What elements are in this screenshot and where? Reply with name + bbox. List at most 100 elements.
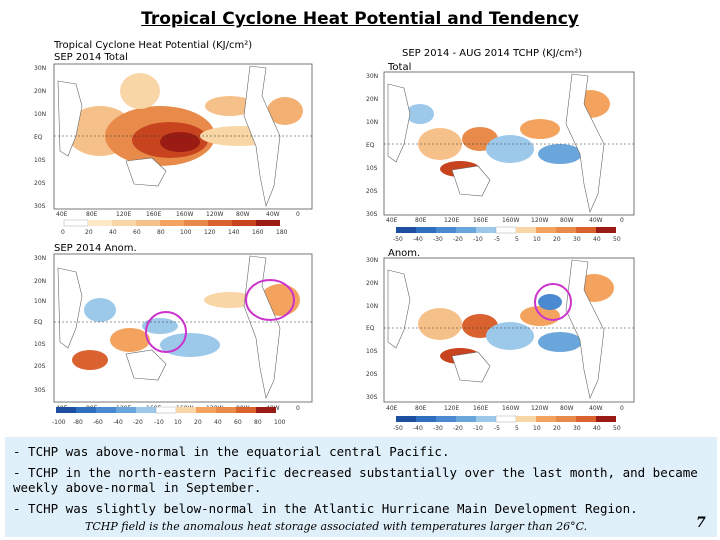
footnote: TCHP field is the anomalous heat storage… [85, 520, 588, 533]
note-3: - TCHP was slightly below-normal in the … [13, 501, 638, 516]
colorbar-label: -30 [433, 236, 443, 243]
colorbar-label: -20 [453, 236, 463, 243]
colorbar-label: -20 [453, 425, 463, 432]
panel-tendency-header: SEP 2014 - AUG 2014 TCHP (KJ/cm²) [402, 48, 582, 59]
colorbar-anom [56, 406, 276, 414]
lon-tick: 160W [176, 211, 193, 218]
panel-tendency: SEP 2014 - AUG 2014 TCHP (KJ/cm²) Total … [360, 44, 650, 246]
colorbar-label: -10 [473, 236, 483, 243]
highlight-circle-atlantic-mdr [534, 283, 572, 321]
colorbar-label: 40 [214, 419, 222, 426]
colorbar-label: 160 [252, 229, 264, 236]
lat-tick: 10N [366, 119, 378, 126]
note-1: - TCHP was above-normal in the equatoria… [13, 444, 450, 459]
lon-tick: 40E [386, 217, 398, 224]
panel-anom-tendency: Anom. 30N 20N 10N EQ 10S 20S 30S 40E 80E… [360, 244, 650, 436]
lat-tick: EQ [366, 325, 375, 332]
panel-tendency-subheader: Total [387, 62, 411, 73]
colorbar-label: 100 [274, 419, 286, 426]
colorbar-label: 10 [533, 425, 541, 432]
lat-tick: 30N [34, 65, 46, 72]
colorbar-label: -80 [73, 419, 83, 426]
lat-tick: EQ [34, 134, 43, 141]
colorbar-label: 20 [553, 425, 561, 432]
colorbar-label: -10 [473, 425, 483, 432]
colorbar-anom-tendency [396, 415, 616, 423]
map-tendency: SEP 2014 - AUG 2014 TCHP (KJ/cm²) Total … [366, 48, 635, 243]
lat-tick: 20S [366, 371, 378, 378]
colorbar-tendency [396, 226, 616, 234]
colorbar-label: -40 [413, 236, 423, 243]
lon-tick: 160E [473, 405, 488, 412]
lat-tick: 10S [34, 341, 46, 348]
colorbar-label: -40 [413, 425, 423, 432]
colorbar-label: -20 [133, 419, 143, 426]
lat-tick: 30N [34, 255, 46, 262]
colorbar-label: 140 [228, 229, 240, 236]
lon-tick: 40E [56, 211, 68, 218]
lon-tick: 120W [531, 405, 548, 412]
colorbar-label: 20 [553, 236, 561, 243]
lon-tick: 80E [415, 405, 427, 412]
panel-anom: SEP 2014 Anom. 30N 20N 10N EQ 10S 20S 30… [30, 240, 320, 434]
panel-anom-header: SEP 2014 Anom. [54, 243, 137, 254]
note-2: - TCHP in the north-eastern Pacific decr… [13, 465, 698, 495]
lat-tick: 10N [34, 298, 46, 305]
lat-tick: 20N [366, 96, 378, 103]
colorbar-label: -100 [52, 419, 66, 426]
lon-tick: 0 [296, 211, 300, 218]
lon-tick: 120E [116, 211, 131, 218]
lat-tick: 10N [34, 111, 46, 118]
lon-tick: 80W [560, 405, 574, 412]
colorbar-label: 10 [174, 419, 182, 426]
panel-total-subheader: SEP 2014 Total [54, 52, 128, 63]
colorbar-label: -30 [433, 425, 443, 432]
colorbar-label: -10 [154, 419, 164, 426]
lon-tick: 160W [502, 217, 519, 224]
colorbar-label: 100 [180, 229, 192, 236]
lon-tick: 120E [444, 405, 459, 412]
lat-tick: EQ [366, 142, 375, 149]
highlight-circle-central-pacific [145, 311, 187, 353]
colorbar-total [63, 219, 280, 227]
colorbar-label: 50 [613, 425, 621, 432]
lat-tick: 10S [34, 157, 46, 164]
panel-anom-tendency-header: Anom. [388, 248, 420, 259]
lat-tick: 20N [34, 278, 46, 285]
lon-tick: 80E [86, 211, 98, 218]
colorbar-label: 60 [133, 229, 141, 236]
panel-total: Tropical Cyclone Heat Potential (KJ/cm²)… [30, 36, 320, 236]
colorbar-label: 40 [593, 236, 601, 243]
lat-tick: 20S [366, 188, 378, 195]
lat-tick: 10N [366, 303, 378, 310]
colorbar-label: 5 [515, 236, 519, 243]
lat-tick: 20N [366, 280, 378, 287]
lat-tick: 30S [34, 387, 46, 394]
slide-title: Tropical Cyclone Heat Potential and Tend… [141, 9, 579, 29]
lon-tick: 160W [502, 405, 519, 412]
page-number: 7 [696, 515, 706, 531]
lat-tick: EQ [34, 319, 43, 326]
lon-tick: 120E [444, 217, 459, 224]
colorbar-label: -5 [494, 425, 500, 432]
colorbar-label: 180 [276, 229, 288, 236]
lon-tick: 120W [206, 211, 223, 218]
lat-tick: 10S [366, 348, 378, 355]
lon-tick: 40W [589, 217, 603, 224]
lat-tick: 30S [366, 211, 378, 218]
lon-tick: 80W [236, 211, 250, 218]
map-anom-tendency: Anom. 30N 20N 10N EQ 10S 20S 30S 40E 80E… [366, 248, 635, 432]
lon-tick: 0 [620, 405, 624, 412]
colorbar-label: 5 [515, 425, 519, 432]
lat-tick: 30N [366, 257, 378, 264]
colorbar-label: 20 [85, 229, 93, 236]
colorbar-label: 20 [194, 419, 202, 426]
lat-tick: 20S [34, 180, 46, 187]
panel-total-header: Tropical Cyclone Heat Potential (KJ/cm²) [53, 40, 252, 51]
colorbar-label: 60 [234, 419, 242, 426]
lon-tick: 80W [560, 217, 574, 224]
lon-tick: 0 [620, 217, 624, 224]
colorbar-label: -50 [393, 236, 403, 243]
colorbar-label: 80 [254, 419, 262, 426]
lat-tick: 30N [366, 73, 378, 80]
